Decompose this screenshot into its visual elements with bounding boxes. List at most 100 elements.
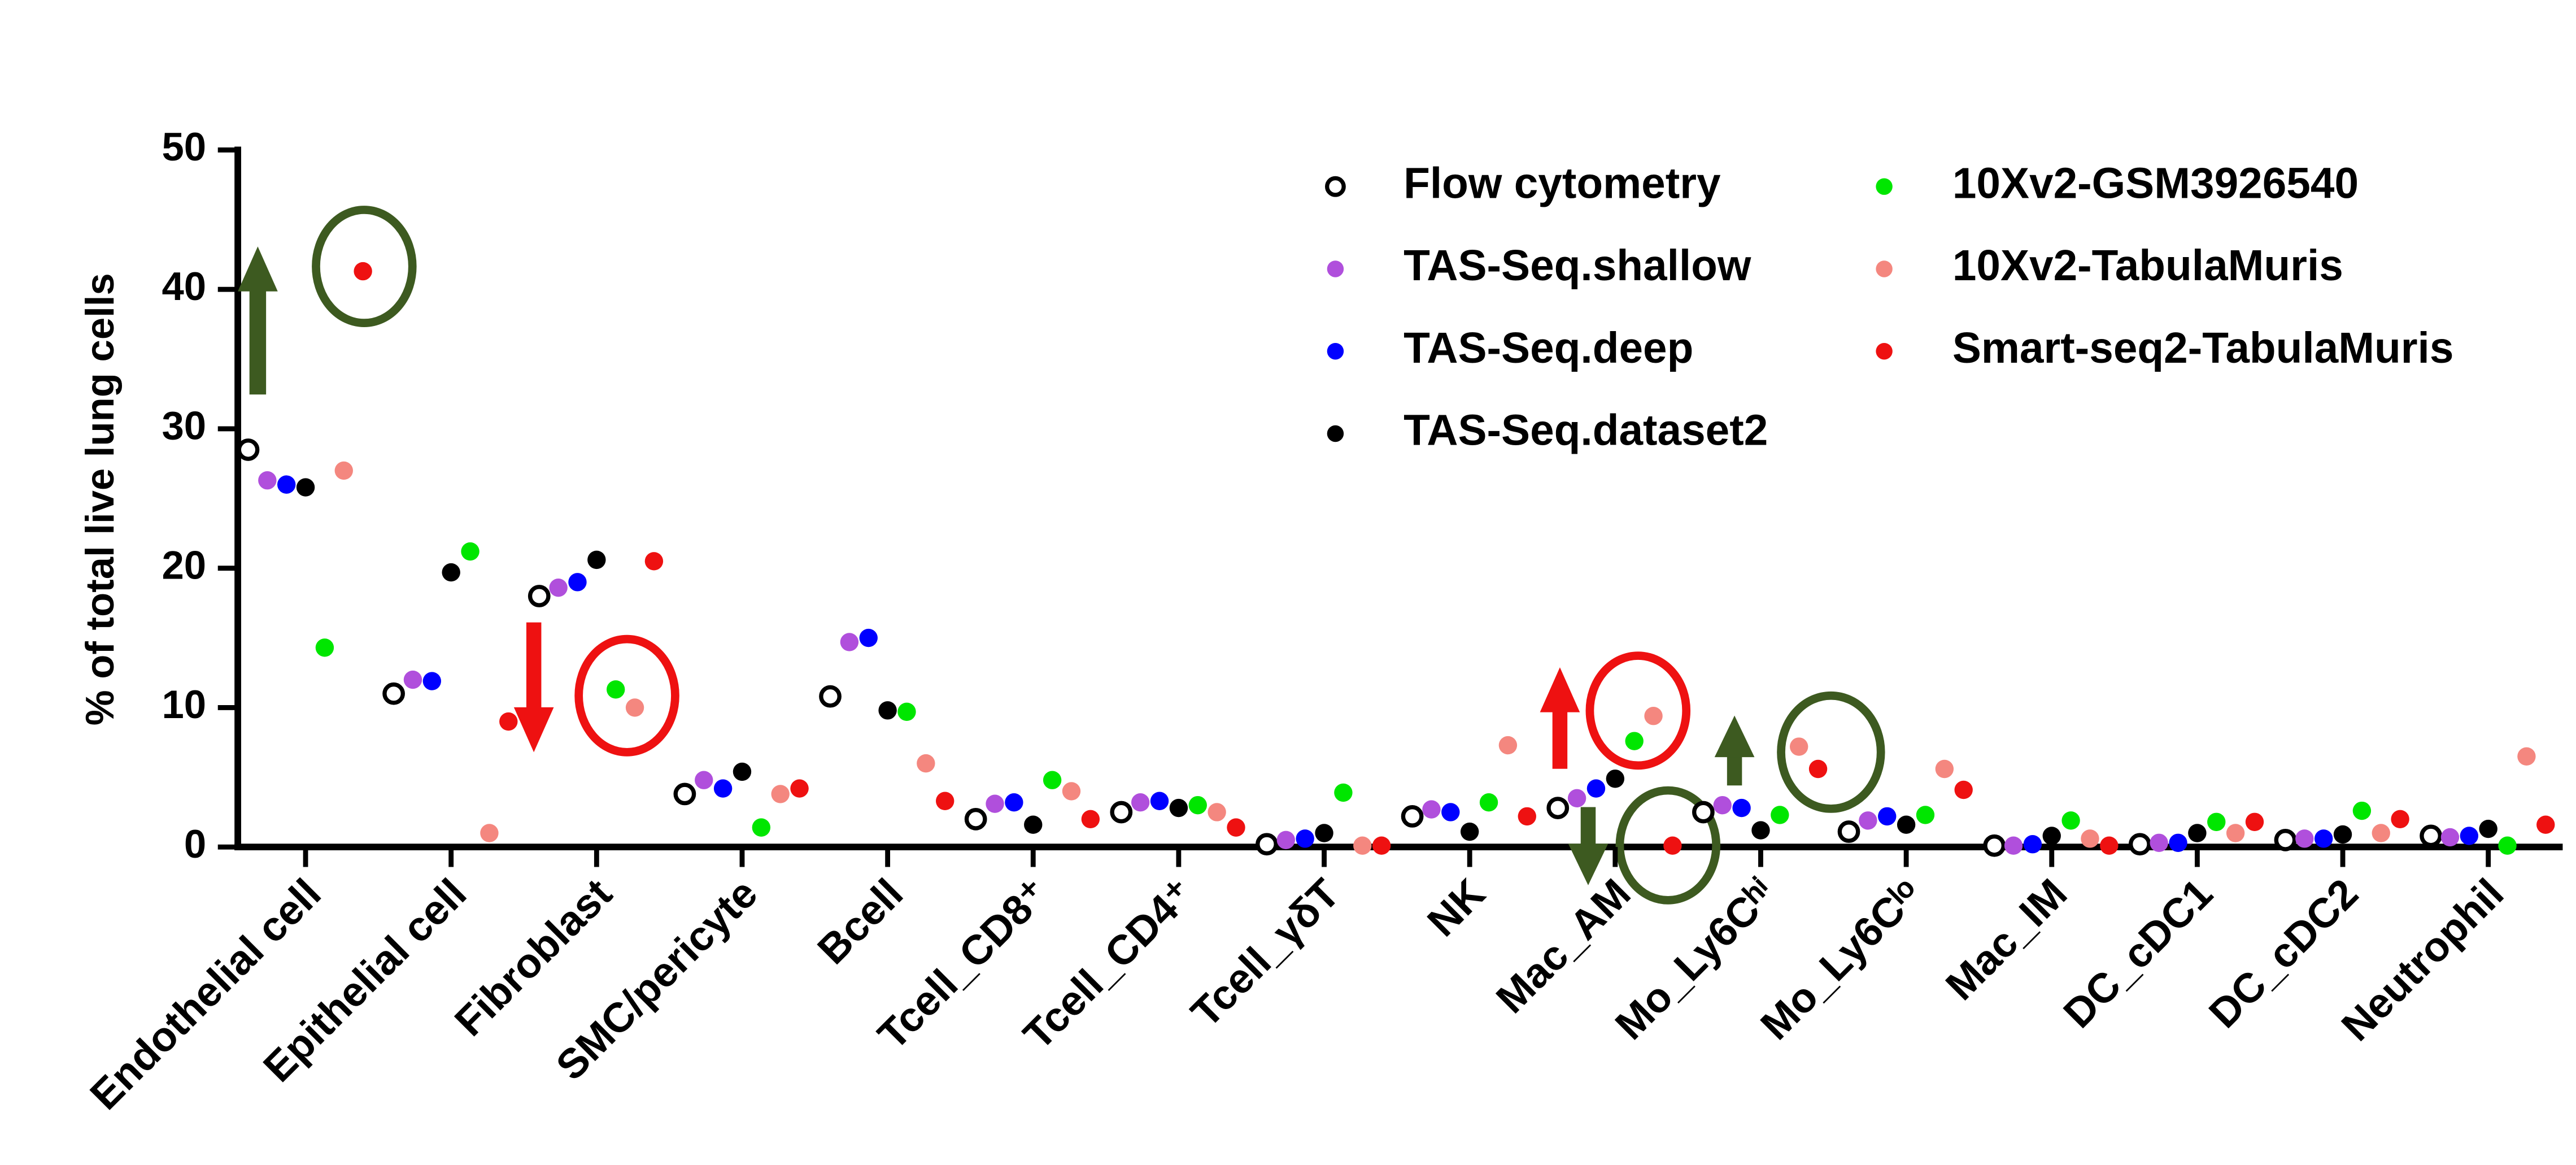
dot — [1227, 818, 1245, 837]
dot — [1897, 815, 1916, 834]
dot — [2274, 828, 2297, 851]
dot — [1518, 807, 1536, 826]
dot — [1625, 732, 1644, 750]
dot — [2207, 812, 2226, 831]
dot — [1878, 807, 1897, 826]
dot — [1751, 821, 1770, 840]
dot — [752, 818, 771, 837]
dot — [2081, 829, 2099, 848]
dot — [258, 471, 277, 490]
dot — [382, 682, 405, 705]
dot — [2517, 747, 2536, 766]
dot — [1460, 822, 1479, 841]
x-tick-label: Tcell_γδT — [1182, 870, 1349, 1036]
dot — [1663, 836, 1682, 855]
dot — [1169, 798, 1188, 818]
highlight-circle — [1615, 786, 1721, 905]
dot — [2440, 828, 2460, 847]
dot — [1916, 806, 1935, 824]
dot — [1713, 795, 1732, 815]
dot — [1296, 829, 1314, 848]
dot — [673, 783, 696, 806]
dot — [790, 779, 809, 798]
dot — [315, 638, 334, 657]
dot — [1188, 795, 1207, 815]
legend-marker — [1876, 342, 1893, 360]
dot — [2295, 829, 2314, 848]
arrow-head — [238, 246, 278, 292]
dot — [1808, 759, 1828, 779]
dot — [1954, 780, 1973, 799]
dot — [1789, 737, 1808, 756]
arrow-head — [513, 707, 554, 753]
dot — [840, 633, 859, 651]
arrow-head — [1714, 715, 1755, 758]
legend-label: 10Xv2-GSM3926540 — [1952, 159, 2359, 207]
dot — [237, 438, 260, 461]
dot — [1256, 833, 1278, 856]
dot — [1422, 800, 1441, 819]
legend-label: Flow cytometry — [1403, 159, 1721, 207]
legend-label: Smart-seq2-TabulaMuris — [1952, 324, 2454, 372]
dot — [422, 672, 442, 690]
dot — [1771, 806, 1789, 824]
dot — [1837, 820, 1860, 843]
dot — [2023, 835, 2042, 854]
dot — [878, 701, 897, 720]
dot — [2498, 836, 2517, 855]
dot — [2169, 833, 2187, 852]
dot — [1081, 810, 1100, 829]
y-tick-label: 20 — [162, 542, 207, 587]
dot — [964, 807, 987, 831]
dot — [1353, 836, 1372, 855]
highlight-circle — [574, 634, 679, 757]
dot — [1334, 783, 1353, 802]
dot — [733, 762, 752, 781]
dot — [1479, 793, 1498, 812]
dot — [1586, 779, 1606, 798]
dot — [2372, 824, 2390, 842]
dot — [713, 779, 733, 798]
y-tick-label: 0 — [184, 821, 206, 866]
dot — [2420, 824, 2442, 847]
highlight-circle — [1585, 651, 1691, 770]
dot — [2150, 833, 2168, 852]
dot — [1859, 811, 1877, 830]
dot — [2352, 801, 2372, 820]
dot — [499, 712, 518, 731]
legend-marker — [1327, 342, 1344, 360]
dot — [1935, 759, 1954, 779]
dot — [2536, 815, 2555, 834]
dot — [2226, 824, 2245, 842]
dot — [334, 461, 353, 480]
dot — [1372, 836, 1391, 855]
dot — [606, 680, 625, 699]
y-tick-label: 10 — [162, 682, 207, 727]
dot — [1732, 798, 1751, 818]
x-tick-label: Mac_AM — [1487, 870, 1640, 1022]
highlight-circle — [312, 206, 417, 328]
dot — [917, 754, 935, 773]
y-tick-label: 30 — [162, 403, 207, 448]
y-tick-label: 50 — [162, 124, 207, 169]
legend-label: TAS-Seq.shallow — [1403, 242, 1751, 290]
dot — [625, 698, 644, 717]
dot — [695, 771, 713, 789]
arrow-head — [1540, 667, 1580, 712]
dot — [442, 563, 460, 582]
dot — [2245, 812, 2264, 831]
dot — [2004, 836, 2023, 855]
y-axis-label: % of total live lung cells — [77, 273, 122, 725]
dot — [771, 785, 790, 803]
dot — [1644, 707, 1663, 725]
dot — [1567, 789, 1586, 808]
legend-marker — [1876, 178, 1893, 195]
dot — [936, 792, 954, 810]
x-tick-label: Mac_IM — [1937, 870, 2076, 1009]
dot — [1546, 797, 1570, 819]
dot — [1606, 770, 1625, 788]
legend-marker — [1327, 260, 1344, 277]
dot — [2128, 833, 2151, 856]
y-tick-label: 40 — [162, 264, 207, 308]
